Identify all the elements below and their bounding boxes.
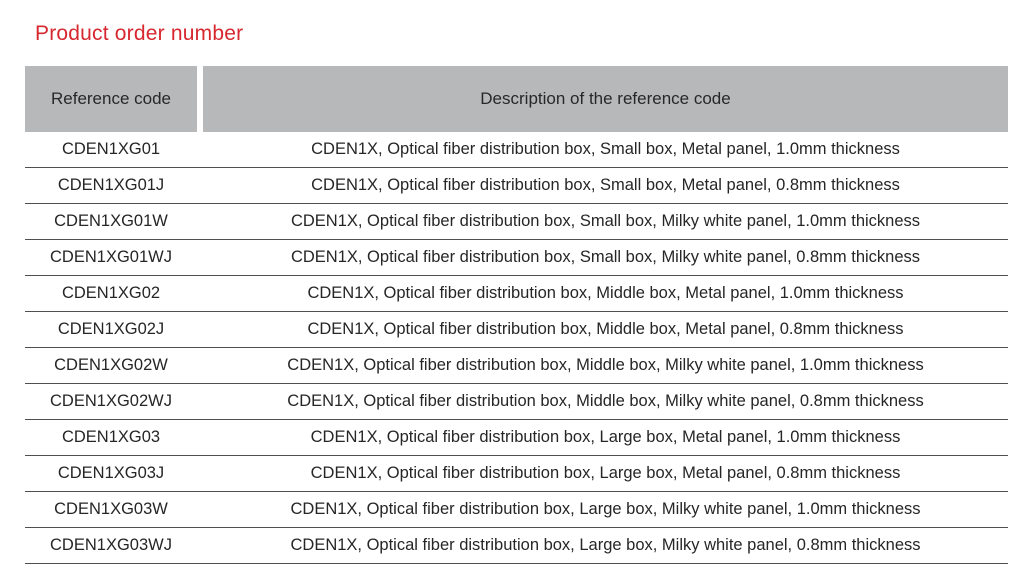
reference-code-cell: CDEN1XG01WJ xyxy=(25,239,197,276)
column-header-description: Description of the reference code xyxy=(203,66,1008,132)
description-cell: CDEN1X, Optical fiber distribution box, … xyxy=(203,275,1008,312)
row-gap-cell xyxy=(197,347,203,384)
row-gap-cell xyxy=(197,132,203,168)
column-header-reference-code: Reference code xyxy=(25,66,197,132)
table-row: CDEN1XG02 CDEN1X, Optical fiber distribu… xyxy=(25,275,1008,312)
description-cell: CDEN1X, Optical fiber distribution box, … xyxy=(203,347,1008,384)
description-cell: CDEN1X, Optical fiber distribution box, … xyxy=(203,527,1008,564)
reference-code-cell: CDEN1XG01J xyxy=(25,167,197,204)
reference-code-cell: CDEN1XG03W xyxy=(25,491,197,528)
table-row: CDEN1XG02J CDEN1X, Optical fiber distrib… xyxy=(25,311,1008,348)
row-gap-cell xyxy=(197,383,203,420)
table-row: CDEN1XG02W CDEN1X, Optical fiber distrib… xyxy=(25,347,1008,384)
reference-code-cell: CDEN1XG03 xyxy=(25,419,197,456)
page-title: Product order number xyxy=(35,22,244,45)
reference-code-cell: CDEN1XG02 xyxy=(25,275,197,312)
description-cell: CDEN1X, Optical fiber distribution box, … xyxy=(203,383,1008,420)
reference-code-cell: CDEN1XG02WJ xyxy=(25,383,197,420)
header-column-gap xyxy=(197,66,203,132)
description-cell: CDEN1X, Optical fiber distribution box, … xyxy=(203,311,1008,348)
row-gap-cell xyxy=(197,203,203,240)
row-gap-cell xyxy=(197,275,203,312)
table-row: CDEN1XG01WJ CDEN1X, Optical fiber distri… xyxy=(25,239,1008,276)
description-cell: CDEN1X, Optical fiber distribution box, … xyxy=(203,455,1008,492)
row-gap-cell xyxy=(197,419,203,456)
table-row: CDEN1XG03 CDEN1X, Optical fiber distribu… xyxy=(25,419,1008,456)
reference-code-cell: CDEN1XG03J xyxy=(25,455,197,492)
description-cell: CDEN1X, Optical fiber distribution box, … xyxy=(203,132,1008,168)
reference-code-cell: CDEN1XG03WJ xyxy=(25,527,197,564)
description-cell: CDEN1X, Optical fiber distribution box, … xyxy=(203,167,1008,204)
table-row: CDEN1XG01W CDEN1X, Optical fiber distrib… xyxy=(25,203,1008,240)
table-row: CDEN1XG02WJ CDEN1X, Optical fiber distri… xyxy=(25,383,1008,420)
reference-code-cell: CDEN1XG01 xyxy=(25,132,197,168)
row-gap-cell xyxy=(197,239,203,276)
row-gap-cell xyxy=(197,311,203,348)
reference-code-cell: CDEN1XG01W xyxy=(25,203,197,240)
reference-code-cell: CDEN1XG02J xyxy=(25,311,197,348)
row-gap-cell xyxy=(197,527,203,564)
product-order-table: Reference code Description of the refere… xyxy=(25,66,1008,564)
description-cell: CDEN1X, Optical fiber distribution box, … xyxy=(203,491,1008,528)
row-gap-cell xyxy=(197,455,203,492)
table-body: CDEN1XG01 CDEN1X, Optical fiber distribu… xyxy=(25,132,1008,564)
table-row: CDEN1XG01 CDEN1X, Optical fiber distribu… xyxy=(25,132,1008,168)
table-row: CDEN1XG03WJ CDEN1X, Optical fiber distri… xyxy=(25,527,1008,564)
table-header: Reference code Description of the refere… xyxy=(25,66,1008,132)
table-row: CDEN1XG01J CDEN1X, Optical fiber distrib… xyxy=(25,167,1008,204)
description-cell: CDEN1X, Optical fiber distribution box, … xyxy=(203,419,1008,456)
table-row: CDEN1XG03J CDEN1X, Optical fiber distrib… xyxy=(25,455,1008,492)
reference-code-cell: CDEN1XG02W xyxy=(25,347,197,384)
row-gap-cell xyxy=(197,167,203,204)
description-cell: CDEN1X, Optical fiber distribution box, … xyxy=(203,239,1008,276)
row-gap-cell xyxy=(197,491,203,528)
description-cell: CDEN1X, Optical fiber distribution box, … xyxy=(203,203,1008,240)
table-row: CDEN1XG03W CDEN1X, Optical fiber distrib… xyxy=(25,491,1008,528)
